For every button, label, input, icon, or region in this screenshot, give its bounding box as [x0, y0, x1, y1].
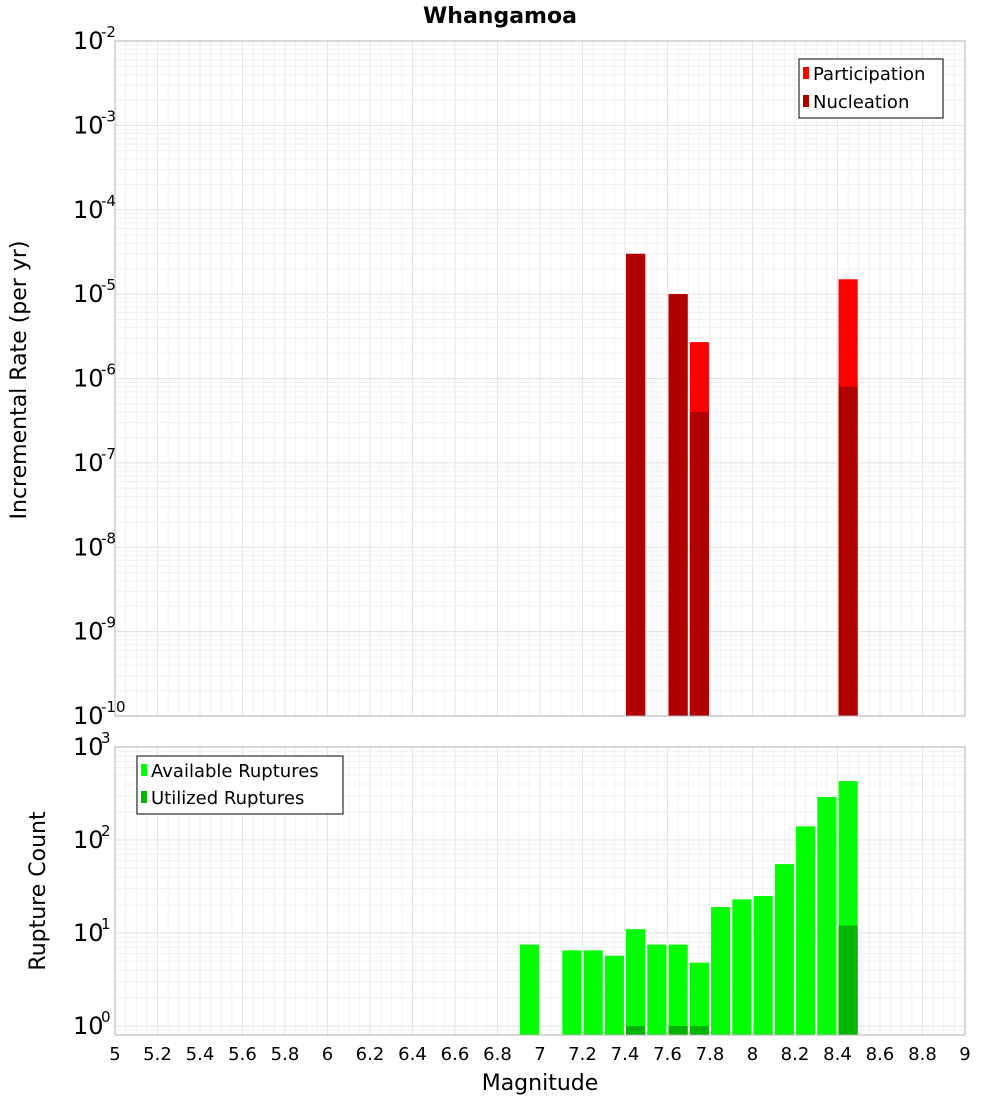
rate-y-tick-exponent: -8 — [101, 529, 116, 547]
rate-y-tick-exponent: -3 — [101, 107, 116, 125]
rate-y-tick-exponent: -6 — [101, 361, 116, 379]
x-tick-label: 9 — [959, 1044, 970, 1065]
count-bar-series1 — [519, 944, 539, 1035]
rate-legend: Participation Nucleation — [798, 58, 944, 119]
x-tick-label: 6.2 — [356, 1044, 385, 1065]
rate-y-tick-exponent: -5 — [101, 276, 116, 294]
rate-y-tick-label: 10 — [73, 280, 104, 308]
x-tick-label: 5.6 — [228, 1044, 257, 1065]
x-tick-label: 7 — [534, 1044, 545, 1065]
x-tick-label: 5.2 — [143, 1044, 172, 1065]
count-y-tick-label: 10 — [73, 919, 104, 947]
count-bar-series1 — [626, 929, 646, 1035]
count-bars — [519, 781, 858, 1035]
x-tick-label: 6 — [322, 1044, 333, 1065]
rate-y-tick-label: 10 — [73, 27, 104, 55]
rate-y-tick-exponent: -7 — [101, 445, 116, 463]
rate-legend-box — [798, 58, 944, 119]
count-bar-series1 — [732, 899, 752, 1035]
x-tick-label: 5 — [109, 1044, 120, 1065]
rate-bar-series2 — [626, 253, 646, 716]
count-bar-series1 — [562, 950, 582, 1035]
rate-y-tick-exponent: -4 — [101, 192, 116, 210]
nucleation-legend-swatch — [803, 95, 809, 107]
rate-y-tick-exponent: -2 — [101, 23, 116, 41]
count-y-tick-label: 10 — [73, 1012, 104, 1040]
participation-legend-label: Participation — [813, 64, 925, 85]
x-tick-label: 5.8 — [271, 1044, 300, 1065]
count-y-tick-exponent: 2 — [101, 822, 111, 840]
rate-plot-border — [114, 40, 966, 717]
rate-y-tick-exponent: -10 — [101, 698, 126, 716]
count-bar-series1 — [753, 895, 773, 1035]
rate-bars — [626, 253, 858, 716]
nucleation-legend-label: Nucleation — [813, 92, 909, 113]
count-bar-series1 — [689, 962, 709, 1035]
count-bar-series1 — [711, 907, 731, 1035]
count-bar-series1 — [668, 944, 688, 1035]
rate-grid — [114, 40, 966, 717]
rate-y-tick-exponent: -9 — [101, 614, 116, 632]
count-bar-series1 — [604, 955, 624, 1035]
count-y-tick-label: 10 — [73, 826, 104, 854]
x-tick-label: 6.8 — [483, 1044, 512, 1065]
count-bar-series1 — [774, 864, 794, 1035]
count-bar-series1 — [796, 826, 816, 1035]
count-y-tick-exponent: 3 — [101, 729, 111, 747]
count-y-tick-exponent: 1 — [101, 915, 111, 933]
available-legend-label: Available Ruptures — [151, 761, 319, 782]
x-tick-label: 8.2 — [781, 1044, 810, 1065]
x-tick-label: 7.4 — [611, 1044, 640, 1065]
count-y-tick-exponent: 0 — [101, 1008, 111, 1026]
count-bar-series2 — [626, 1025, 646, 1035]
participation-legend-swatch — [803, 67, 809, 79]
count-plot-border — [114, 746, 966, 1036]
x-tick-label: 7.2 — [568, 1044, 597, 1065]
rate-y-tick-label: 10 — [73, 111, 104, 139]
utilized-legend-label: Utilized Ruptures — [151, 788, 304, 809]
x-tick-label: 6.6 — [441, 1044, 470, 1065]
x-tick-label: 8.8 — [908, 1044, 937, 1065]
x-tick-label: 6.4 — [398, 1044, 427, 1065]
rate-y-tick-label: 10 — [73, 533, 104, 561]
rate-bar-series2 — [668, 294, 688, 716]
chart-title: Whangamoa — [423, 4, 577, 29]
available-legend-swatch — [141, 764, 147, 776]
x-tick-label: 8.6 — [866, 1044, 895, 1065]
x-tick-label: 8.4 — [823, 1044, 852, 1065]
count-bar-series2 — [838, 925, 858, 1035]
count-legend: Available Ruptures Utilized Ruptures — [136, 755, 344, 815]
rate-y-tick-label: 10 — [73, 449, 104, 477]
x-tick-label: 8 — [747, 1044, 758, 1065]
x-tick-label: 7.8 — [696, 1044, 725, 1065]
rate-y-axis-label: Incremental Rate (per yr) — [7, 241, 32, 520]
count-legend-box — [136, 755, 344, 815]
count-x-ticks: 5 5.2 5.4 5.6 5.8 6 6.2 6.4 6.6 6.8 7 7.2 7.4 7.6 7.8 8… — [109, 1044, 970, 1065]
count-y-axis-label: Rupture Count — [26, 811, 51, 971]
rate-bar-series2 — [689, 412, 709, 716]
rate-y-tick-label: 10 — [73, 365, 104, 393]
count-y-tick-label: 10 — [73, 733, 104, 761]
count-bar-series1 — [647, 944, 667, 1035]
count-bar-series2 — [668, 1025, 688, 1035]
x-tick-label: 5.4 — [186, 1044, 215, 1065]
count-bar-series1 — [817, 796, 837, 1035]
rate-y-tick-label: 10 — [73, 618, 104, 646]
rate-y-tick-label: 10 — [73, 702, 104, 730]
count-bar-series2 — [689, 1025, 709, 1035]
count-bar-series1 — [583, 950, 603, 1035]
rate-y-tick-label: 10 — [73, 196, 104, 224]
x-axis-label: Magnitude — [482, 1071, 599, 1096]
utilized-legend-swatch — [141, 791, 147, 803]
x-tick-label: 7.6 — [653, 1044, 682, 1065]
rate-bar-series2 — [838, 386, 858, 716]
